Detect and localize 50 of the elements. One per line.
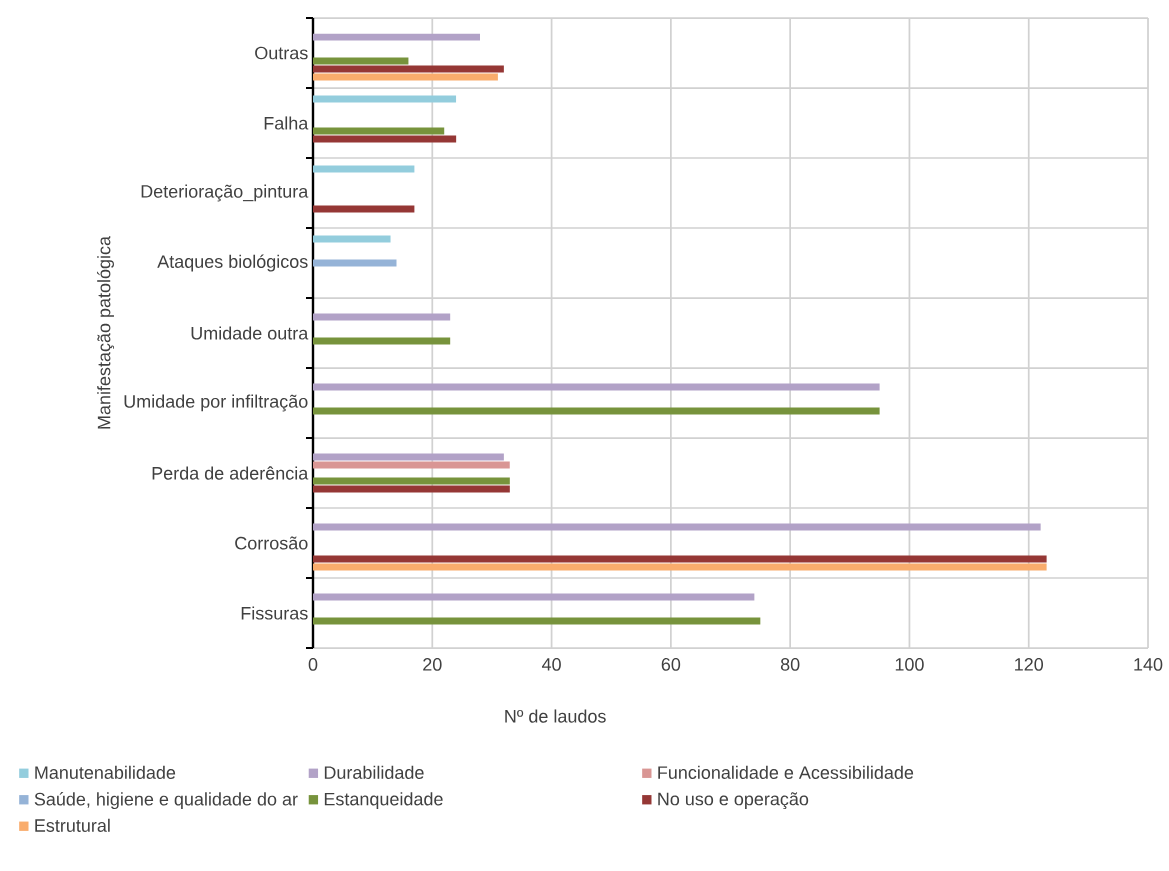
bar xyxy=(313,593,755,601)
y-tick-label: Umidade outra xyxy=(191,326,309,340)
x-tick-label: 140 xyxy=(1134,658,1163,671)
x-tick-label: 60 xyxy=(661,658,681,671)
bar xyxy=(313,73,498,81)
y-tick-label: Corrosão xyxy=(235,536,308,550)
bar xyxy=(313,523,1041,531)
bar xyxy=(313,205,415,213)
legend-label: Estanqueidade xyxy=(324,792,443,810)
x-tick-label: 80 xyxy=(780,658,800,671)
bar xyxy=(313,313,451,321)
y-tick-label: Fissuras xyxy=(241,606,308,620)
x-tick-label: 120 xyxy=(1015,658,1044,671)
bar xyxy=(313,555,1047,563)
y-tick-label: Perda de aderência xyxy=(152,466,309,480)
legend-label: Funcionalidade e Acessibilidade xyxy=(658,765,914,779)
bar xyxy=(313,95,457,103)
bar xyxy=(313,477,510,485)
y-tick-label: Umidade por infiltração xyxy=(124,394,308,412)
x-tick-label: 0 xyxy=(308,658,318,671)
bar xyxy=(313,485,510,493)
bar xyxy=(313,127,445,135)
y-tick-label: Outras xyxy=(255,46,308,60)
bar xyxy=(313,259,397,267)
bar xyxy=(313,461,510,469)
bar xyxy=(313,453,504,461)
bar xyxy=(313,383,880,391)
y-tick-label: Falha xyxy=(264,116,309,130)
bar xyxy=(313,65,504,73)
bar xyxy=(313,617,761,625)
y-tick-label: Deterioração_pintura xyxy=(141,184,309,202)
x-tick-label: 100 xyxy=(895,658,924,671)
legend-label: Estrutural xyxy=(35,818,110,832)
y-axis-title: Manifestação patológica xyxy=(96,235,115,429)
bar xyxy=(313,337,451,345)
x-tick-label: 20 xyxy=(423,658,442,671)
x-axis-title: Nº de laudos xyxy=(505,709,606,723)
bar xyxy=(313,235,391,243)
bar xyxy=(313,407,880,415)
bar xyxy=(313,33,480,41)
legend-label: Durabilidade xyxy=(324,765,424,779)
bar xyxy=(313,563,1047,571)
legend-label: No uso e operação xyxy=(658,792,809,810)
legend-label: Saúde, higiene e qualidade do ar xyxy=(34,792,298,810)
bar xyxy=(313,135,457,143)
bar xyxy=(313,165,415,173)
x-tick-label: 40 xyxy=(541,658,561,671)
legend-label: Manutenabilidade xyxy=(35,765,176,779)
y-tick-label: Ataques biológicos xyxy=(157,254,308,272)
bar xyxy=(313,57,409,65)
